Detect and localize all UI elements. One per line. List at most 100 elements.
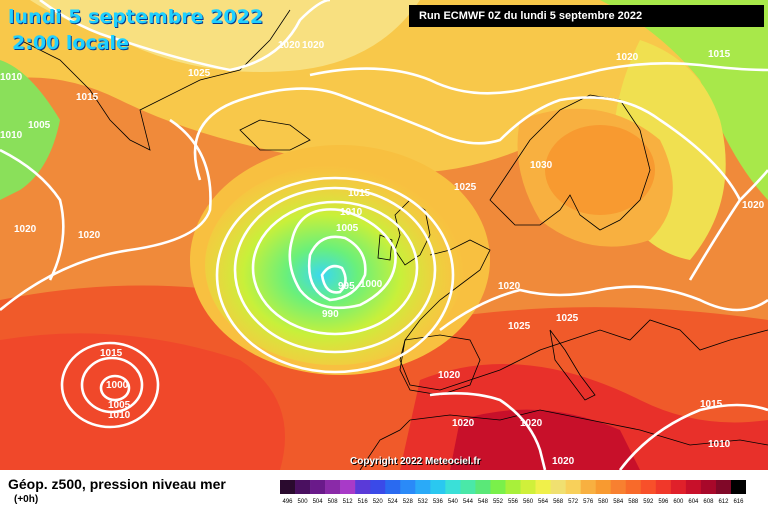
isobar-label: 1025	[508, 321, 531, 332]
isobar	[233, 186, 437, 354]
scale-swatch	[325, 480, 341, 494]
scale-label: 512	[343, 499, 354, 504]
isobar-label: 1015	[76, 92, 99, 103]
isobar	[215, 176, 455, 374]
isobar	[320, 264, 347, 294]
scale-swatch	[475, 480, 491, 494]
scale-label: 520	[373, 499, 384, 504]
scale-swatch	[625, 480, 642, 494]
scale-swatch	[415, 480, 431, 494]
isobar-label: 990	[322, 309, 339, 320]
isobar	[429, 392, 547, 470]
isobar	[193, 87, 742, 201]
scale-swatch	[505, 480, 521, 494]
scale-swatch	[685, 480, 702, 494]
scale-swatch	[550, 480, 566, 494]
italy	[549, 329, 596, 401]
scale-label: 540	[448, 499, 459, 504]
isobar-labels: 1020 1020 1010 1015 1005 1010 1025 1015 …	[0, 40, 765, 467]
scale-label: 548	[478, 499, 489, 504]
scale-swatch	[535, 480, 551, 494]
isobar-label: 1020	[552, 456, 575, 467]
field-scandinavia-core	[545, 125, 655, 215]
scale-label: 524	[388, 499, 399, 504]
scale-label: 616	[733, 499, 744, 504]
scale-label: 608	[703, 499, 714, 504]
scale-swatch	[430, 480, 446, 494]
isobar-label: 1015	[100, 348, 123, 359]
isobar-label: 1010	[708, 439, 731, 450]
scale-swatch	[310, 480, 326, 494]
local-time: 2:00 locale	[12, 32, 129, 54]
scale-swatch	[610, 480, 627, 494]
scale-swatch	[295, 480, 311, 494]
coastlines	[19, 9, 768, 470]
africa-west	[359, 419, 411, 470]
iberia	[399, 334, 481, 396]
isobar	[618, 403, 768, 470]
scale-swatch	[655, 480, 672, 494]
isobar-label: 1000	[360, 279, 383, 290]
scandinavia-coast	[489, 94, 651, 231]
field-darkred	[450, 409, 640, 470]
run-info: Run ECMWF 0Z du lundi 5 septembre 2022	[409, 5, 764, 27]
forecast-offset: (+0h)	[14, 494, 39, 505]
scale-label: 576	[583, 499, 594, 504]
europe-coast	[399, 239, 768, 391]
scale-swatch	[715, 480, 732, 494]
scale-label: 600	[673, 499, 684, 504]
isobar-label: 1020	[616, 52, 639, 63]
scale-label: 516	[358, 499, 369, 504]
scale-swatch	[700, 480, 717, 494]
scale-label: 592	[643, 499, 654, 504]
scale-label: 500	[298, 499, 309, 504]
isobar-label: 1015	[700, 399, 723, 410]
scale-label: 560	[523, 499, 534, 504]
scale-swatch	[595, 480, 612, 494]
isobar-label: 1010	[108, 410, 131, 421]
scale-label: 552	[493, 499, 504, 504]
scale-swatch	[355, 480, 371, 494]
forecast-map: 1020 1020 1010 1015 1005 1010 1025 1015 …	[0, 0, 768, 470]
scale-swatch	[370, 480, 386, 494]
isobar-label: 1020	[438, 370, 461, 381]
field-southwest	[0, 333, 285, 470]
isobar	[307, 235, 367, 302]
color-scale: 496 500 504 508 512 516 520 524 528 532 536 540 544 5…	[280, 480, 746, 504]
isobar-label: 1020	[14, 224, 37, 235]
isobar-label: 1005	[336, 223, 359, 234]
scale-swatch	[730, 480, 746, 494]
scale-label: 496	[283, 499, 294, 504]
isobar	[439, 285, 768, 332]
field-greenland	[0, 60, 60, 200]
iceland-coast	[239, 119, 311, 151]
isobar-label: 1010	[340, 207, 363, 218]
isobar-label: 1000	[106, 380, 129, 391]
isobar-label: 1020	[302, 40, 325, 51]
scale-label: 504	[313, 499, 324, 504]
isobar-label: 1010	[0, 130, 23, 141]
forecast-date: lundi 5 septembre 2022	[8, 6, 264, 28]
field-ne-green	[600, 0, 768, 200]
scale-swatch	[400, 480, 416, 494]
isobar	[39, 0, 331, 72]
scale-label: 508	[328, 499, 339, 504]
scale-swatch	[580, 480, 596, 494]
scale-swatch	[640, 480, 657, 494]
scale-swatch	[280, 480, 296, 494]
scale-label: 532	[418, 499, 429, 504]
scale-label: 572	[568, 499, 579, 504]
isobar	[288, 208, 397, 310]
field-north-pale	[30, 0, 420, 72]
scale-swatch	[565, 480, 581, 494]
isobar-label: 1005	[108, 400, 131, 411]
isobar-label: 1020	[452, 418, 475, 429]
isobar-label: 1020	[78, 230, 101, 241]
isobar-label: 1020	[498, 281, 521, 292]
scale-label: 604	[688, 499, 699, 504]
isobar	[251, 200, 419, 336]
scale-swatch	[445, 480, 461, 494]
isobar-label: 1020	[520, 418, 543, 429]
isobar-label: 1005	[28, 120, 51, 131]
